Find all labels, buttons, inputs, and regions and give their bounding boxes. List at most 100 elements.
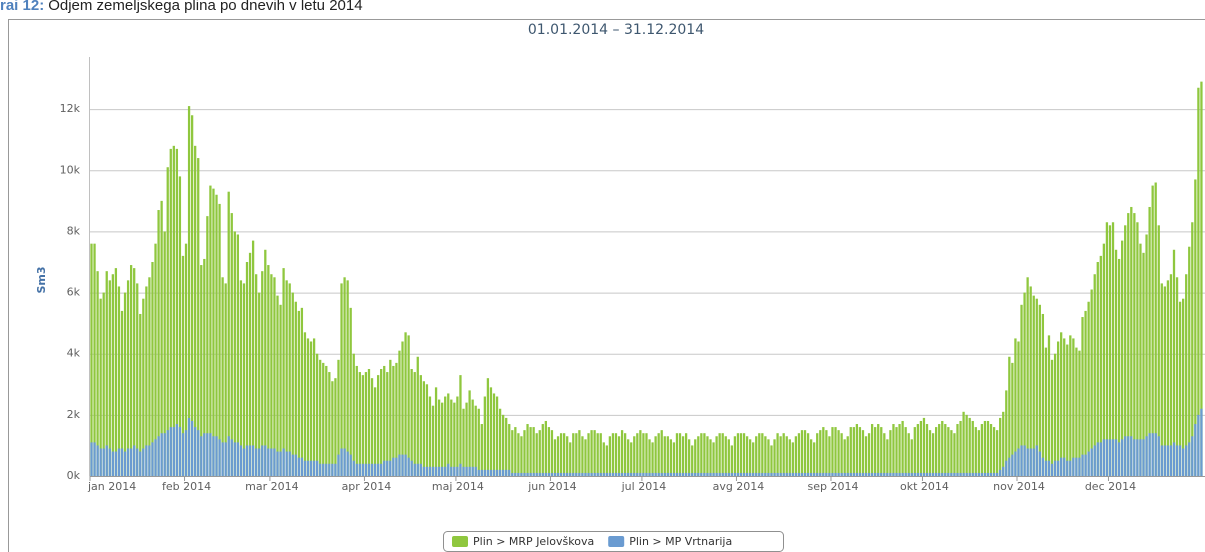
bar — [837, 430, 840, 476]
bar — [349, 454, 352, 476]
bar — [1056, 341, 1060, 476]
bar — [139, 313, 142, 476]
bar — [502, 469, 505, 476]
bar — [1105, 222, 1109, 476]
bar — [657, 472, 660, 476]
bar — [517, 433, 520, 476]
bar — [462, 408, 465, 476]
bar — [508, 469, 511, 476]
bar — [334, 378, 337, 476]
bar — [1124, 225, 1127, 476]
bar — [758, 472, 761, 476]
bar — [907, 433, 910, 476]
bar — [175, 424, 179, 476]
bar — [992, 472, 996, 476]
bar — [184, 243, 188, 476]
bar — [965, 472, 968, 476]
bar — [532, 427, 535, 476]
bar — [800, 472, 804, 476]
bar — [742, 472, 746, 476]
bar — [157, 210, 160, 476]
axes: 0k 2k 4k 6k 8k 10k 12k jan 2014 feb 2014 mar 2014… — [60, 57, 1205, 493]
bar — [761, 433, 764, 476]
bar — [453, 402, 456, 476]
bar — [782, 433, 785, 476]
legend-swatch — [608, 536, 625, 547]
bar — [413, 372, 416, 476]
bar — [1114, 249, 1118, 476]
bar — [999, 417, 1002, 476]
legend: Plin > MRP Jelovškova Plin > MP Vrtnarija — [443, 531, 784, 552]
bar — [361, 463, 365, 476]
bar — [282, 268, 285, 476]
bar — [401, 454, 404, 476]
bar — [1066, 344, 1069, 476]
bar — [160, 200, 163, 476]
bar — [694, 439, 697, 476]
bar — [325, 463, 328, 476]
bar — [1185, 445, 1188, 476]
bar — [675, 472, 679, 476]
bar — [1005, 390, 1008, 476]
bar — [566, 436, 569, 476]
bar — [749, 472, 752, 476]
bar — [980, 424, 984, 476]
bar — [1060, 457, 1063, 476]
bar — [584, 439, 587, 476]
bar — [575, 433, 578, 476]
bar — [989, 472, 993, 476]
bar — [410, 460, 413, 476]
bar — [593, 430, 596, 476]
bar — [813, 442, 816, 476]
bar — [840, 433, 843, 476]
bar — [133, 445, 136, 476]
y-tick-label: 0k — [67, 469, 81, 482]
bar — [187, 106, 191, 476]
bar — [456, 396, 459, 476]
bar — [175, 148, 179, 476]
bar — [358, 463, 361, 476]
bar — [1029, 448, 1032, 476]
bar — [117, 448, 121, 476]
bar — [258, 448, 261, 476]
bar — [1102, 439, 1106, 476]
bar — [422, 466, 426, 476]
bar — [505, 469, 508, 476]
bar — [712, 472, 715, 476]
bar — [788, 439, 791, 476]
bar — [550, 430, 554, 476]
figure-label: rai 12: — [0, 0, 44, 14]
bar — [752, 472, 755, 476]
legend-label: Plin > MRP Jelovškova — [473, 535, 594, 548]
bar — [809, 439, 813, 476]
bar — [941, 472, 944, 476]
bar — [1108, 225, 1112, 476]
bar — [233, 442, 236, 476]
bar — [303, 332, 307, 476]
bar — [831, 427, 834, 476]
bar — [541, 424, 544, 476]
bar — [1044, 460, 1048, 476]
bar — [102, 448, 105, 476]
bar — [230, 439, 233, 476]
bar — [203, 258, 206, 476]
bar — [209, 185, 212, 477]
x-tick-label: dec 2014 — [1085, 480, 1136, 493]
bar — [587, 433, 590, 476]
bar — [224, 442, 227, 476]
bar — [148, 277, 151, 476]
bar — [367, 369, 371, 476]
bar — [648, 439, 651, 476]
bar — [648, 472, 651, 476]
x-tick-label: avg 2014 — [713, 480, 765, 493]
bar — [1002, 411, 1005, 476]
bar — [605, 472, 608, 476]
bar — [294, 301, 297, 476]
bar — [312, 460, 316, 476]
bar — [1200, 408, 1203, 476]
bar — [111, 274, 114, 476]
bar — [599, 472, 602, 476]
bar — [163, 231, 166, 476]
bar — [190, 115, 194, 476]
bar — [596, 472, 599, 476]
